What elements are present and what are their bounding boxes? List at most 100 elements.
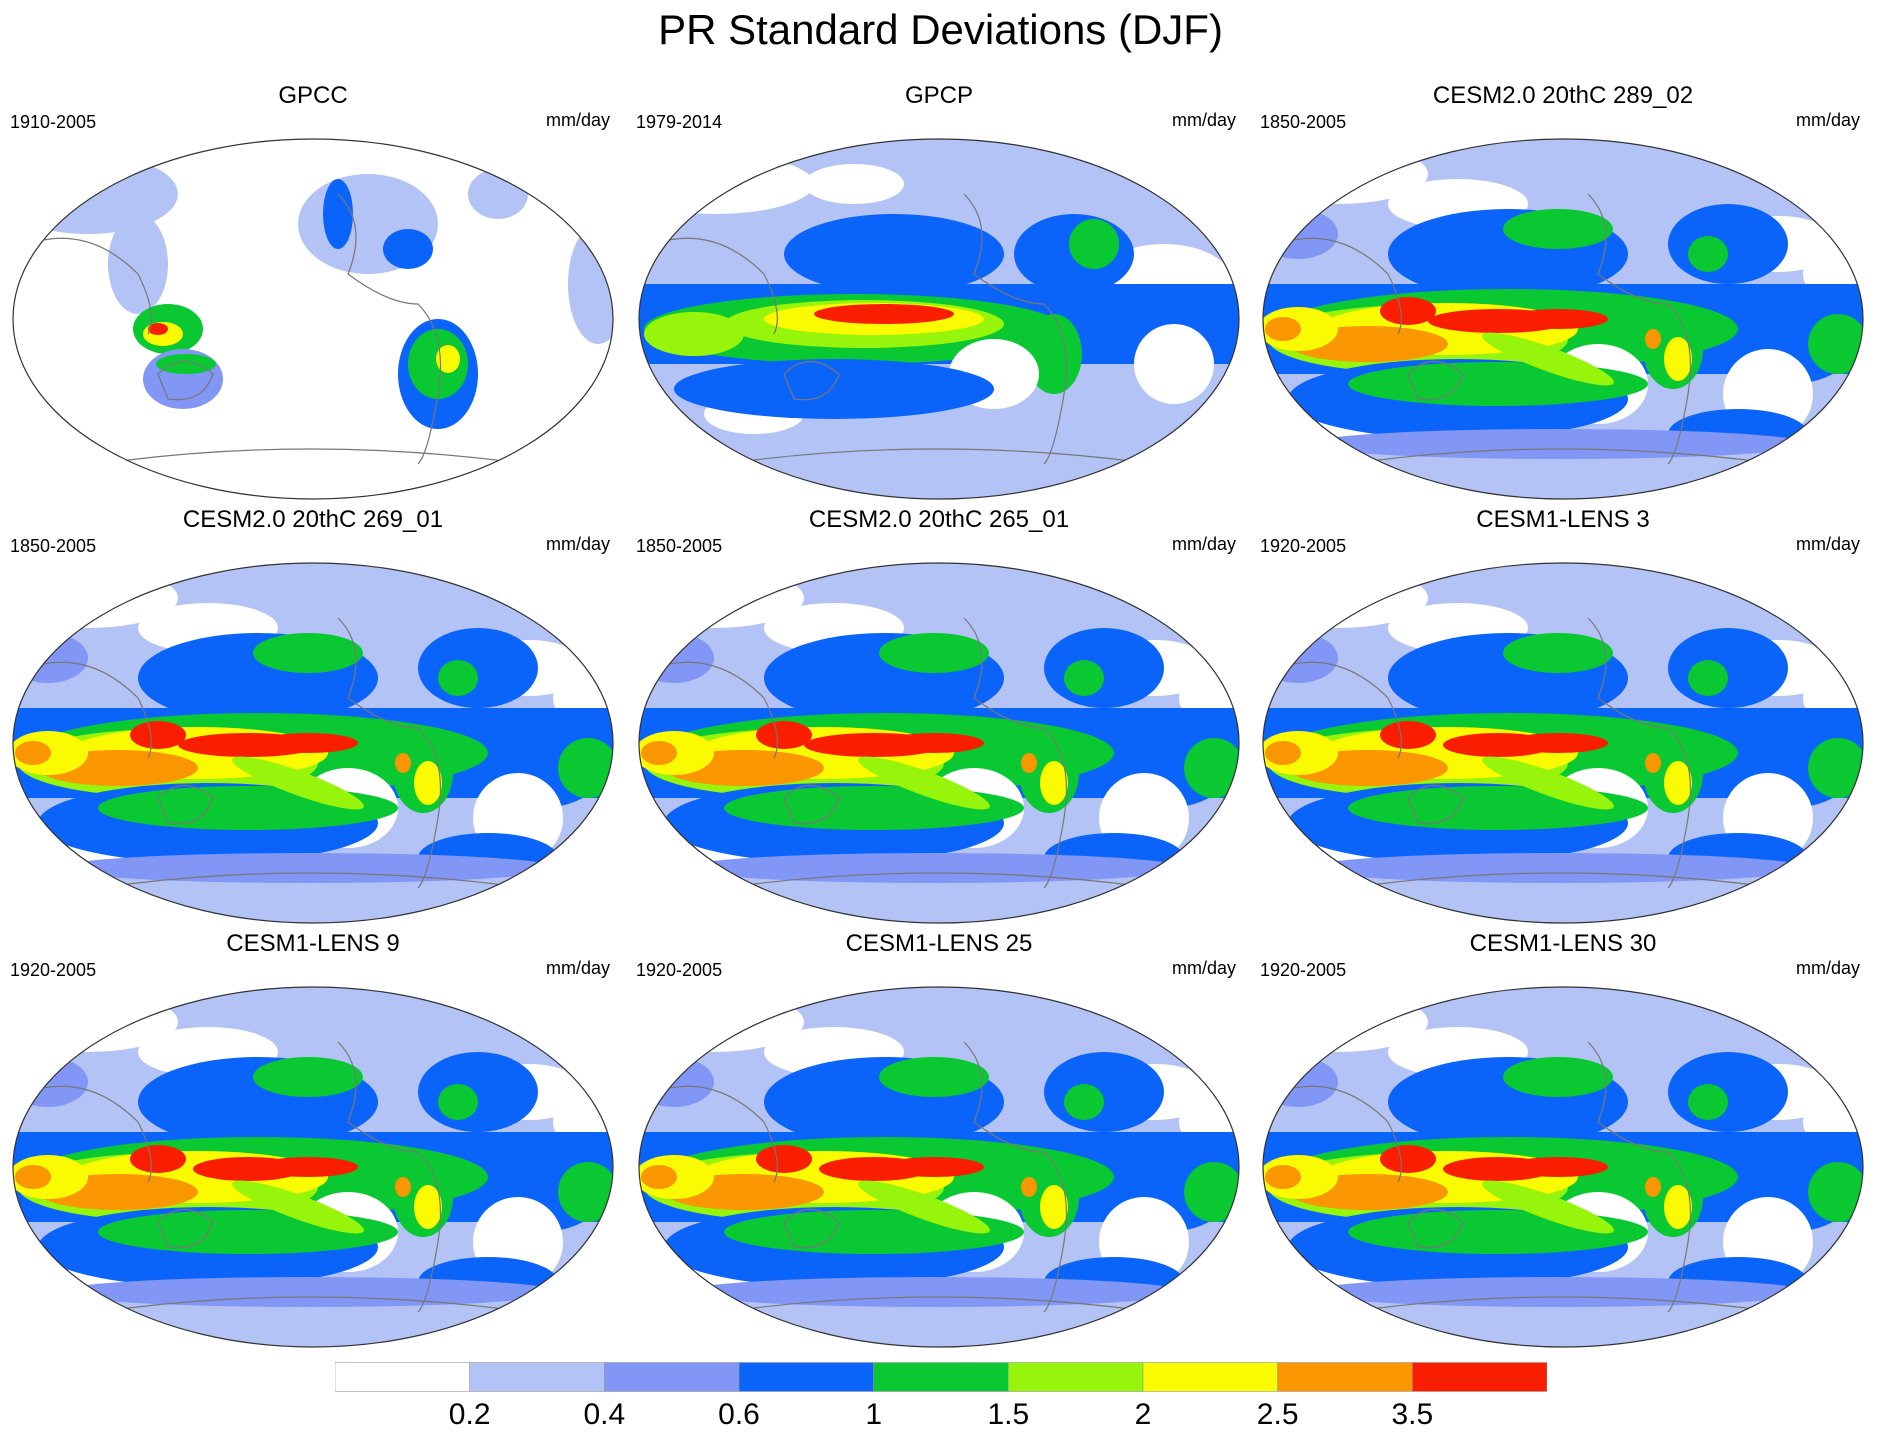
asia-coastline bbox=[653, 1085, 778, 1183]
map-outline bbox=[638, 138, 1240, 500]
colorbar bbox=[335, 1362, 1547, 1392]
colorbar-level-label: 0.2 bbox=[448, 1398, 491, 1431]
panel-units: mm/day bbox=[545, 534, 610, 554]
panel-units: mm/day bbox=[1795, 110, 1860, 130]
panel-title: CESM1-LENS 3 bbox=[1476, 506, 1650, 533]
map-panel: GPCC 1910-2005 mm/day bbox=[8, 82, 618, 502]
map-field bbox=[12, 138, 614, 500]
americas-coastline bbox=[1587, 1041, 1691, 1313]
colorbar-level-label: 1.5 bbox=[987, 1398, 1030, 1431]
map-outline bbox=[1262, 562, 1864, 924]
americas-coastline bbox=[1587, 193, 1691, 465]
americas-coastline bbox=[963, 1041, 1067, 1313]
map-panel: CESM1-LENS 30 1920-2005 mm/day bbox=[1258, 930, 1868, 1350]
panel-units: mm/day bbox=[1171, 110, 1236, 130]
asia-coastline bbox=[27, 661, 152, 759]
map-outline bbox=[1262, 138, 1864, 500]
panel-units: mm/day bbox=[545, 958, 610, 978]
map-field bbox=[1262, 138, 1864, 500]
map-panel: GPCP 1979-2014 mm/day bbox=[634, 82, 1244, 502]
panel-period: 1920-2005 bbox=[10, 960, 97, 980]
colorbar-swatch bbox=[1412, 1362, 1547, 1392]
map-field bbox=[638, 562, 1240, 924]
colorbar-swatch bbox=[1277, 1362, 1413, 1392]
map-outline bbox=[1262, 986, 1864, 1348]
map-field bbox=[1262, 986, 1864, 1348]
asia-coastline bbox=[653, 237, 778, 335]
australia-coastline bbox=[783, 785, 840, 825]
colorbar-level-label: 1 bbox=[865, 1398, 882, 1431]
colorbar-swatch bbox=[1142, 1362, 1278, 1392]
map-outline bbox=[12, 138, 614, 500]
australia-coastline bbox=[783, 361, 840, 401]
panel-period: 1850-2005 bbox=[1260, 112, 1347, 132]
panel-units: mm/day bbox=[545, 110, 610, 130]
map-panel: CESM1-LENS 9 1920-2005 mm/day bbox=[8, 930, 618, 1350]
map-field bbox=[638, 986, 1240, 1348]
colorbar-swatch bbox=[738, 1362, 874, 1392]
americas-coastline bbox=[963, 617, 1067, 889]
asia-coastline bbox=[27, 237, 152, 335]
australia-coastline bbox=[157, 361, 214, 401]
australia-coastline bbox=[783, 1209, 840, 1249]
australia-coastline bbox=[157, 785, 214, 825]
panel-title: CESM2.0 20thC 265_01 bbox=[808, 506, 1070, 533]
americas-coastline bbox=[337, 193, 441, 465]
map-panel: CESM2.0 20thC 269_01 1850-2005 mm/day bbox=[8, 506, 618, 926]
antarctica-coastline bbox=[723, 1296, 1155, 1313]
map-field bbox=[12, 986, 614, 1348]
panel-title: CESM2.0 20thC 289_02 bbox=[1432, 82, 1694, 109]
map-panel: CESM2.0 20thC 289_02 1850-2005 mm/day bbox=[1258, 82, 1868, 502]
antarctica-coastline bbox=[1347, 872, 1779, 889]
americas-coastline bbox=[1587, 617, 1691, 889]
colorbar-level-label: 2.5 bbox=[1256, 1398, 1299, 1431]
panel-title: CESM2.0 20thC 269_01 bbox=[182, 506, 444, 533]
australia-coastline bbox=[1407, 785, 1464, 825]
map-panel: CESM1-LENS 3 1920-2005 mm/day bbox=[1258, 506, 1868, 926]
panel-title: CESM1-LENS 25 bbox=[845, 930, 1033, 957]
colorbar-swatch bbox=[469, 1362, 605, 1392]
panel-title: CESM1-LENS 30 bbox=[1469, 930, 1657, 957]
map-outline bbox=[638, 562, 1240, 924]
asia-coastline bbox=[1277, 661, 1402, 759]
panel-period: 1979-2014 bbox=[636, 112, 723, 132]
antarctica-coastline bbox=[97, 1296, 529, 1313]
antarctica-coastline bbox=[1347, 1296, 1779, 1313]
panel-period: 1920-2005 bbox=[1260, 960, 1347, 980]
panel-title: CESM1-LENS 9 bbox=[226, 930, 400, 957]
asia-coastline bbox=[1277, 237, 1402, 335]
map-panel: CESM2.0 20thC 265_01 1850-2005 mm/day bbox=[634, 506, 1244, 926]
asia-coastline bbox=[653, 661, 778, 759]
map-panel: CESM1-LENS 25 1920-2005 mm/day bbox=[634, 930, 1244, 1350]
australia-coastline bbox=[1407, 1209, 1464, 1249]
panel-period: 1920-2005 bbox=[1260, 536, 1347, 556]
colorbar-level-label: 0.6 bbox=[718, 1398, 760, 1431]
colorbar-level-label: 2 bbox=[1134, 1398, 1152, 1431]
americas-coastline bbox=[337, 1041, 441, 1313]
map-outline bbox=[12, 562, 614, 924]
panel-units: mm/day bbox=[1795, 958, 1860, 978]
asia-coastline bbox=[1277, 1085, 1402, 1183]
panel-period: 1850-2005 bbox=[10, 536, 97, 556]
panel-title: GPCC bbox=[278, 82, 348, 109]
australia-coastline bbox=[1407, 361, 1464, 401]
antarctica-coastline bbox=[723, 872, 1155, 889]
colorbar-swatch bbox=[604, 1362, 740, 1392]
australia-coastline bbox=[157, 1209, 214, 1249]
panel-period: 1910-2005 bbox=[10, 112, 97, 132]
panel-units: mm/day bbox=[1171, 958, 1236, 978]
map-field bbox=[1262, 562, 1864, 924]
asia-coastline bbox=[27, 1085, 152, 1183]
colorbar-swatch bbox=[873, 1362, 1009, 1392]
panel-units: mm/day bbox=[1795, 534, 1860, 554]
map-outline bbox=[12, 986, 614, 1348]
colorbar-swatch bbox=[335, 1362, 470, 1392]
antarctica-coastline bbox=[97, 872, 529, 889]
colorbar-level-label: 3.5 bbox=[1391, 1398, 1434, 1431]
panel-units: mm/day bbox=[1171, 534, 1236, 554]
panel-title: GPCP bbox=[904, 82, 973, 109]
map-field bbox=[638, 138, 1240, 500]
panel-period: 1850-2005 bbox=[636, 536, 723, 556]
antarctica-coastline bbox=[723, 448, 1155, 465]
antarctica-coastline bbox=[97, 448, 529, 465]
